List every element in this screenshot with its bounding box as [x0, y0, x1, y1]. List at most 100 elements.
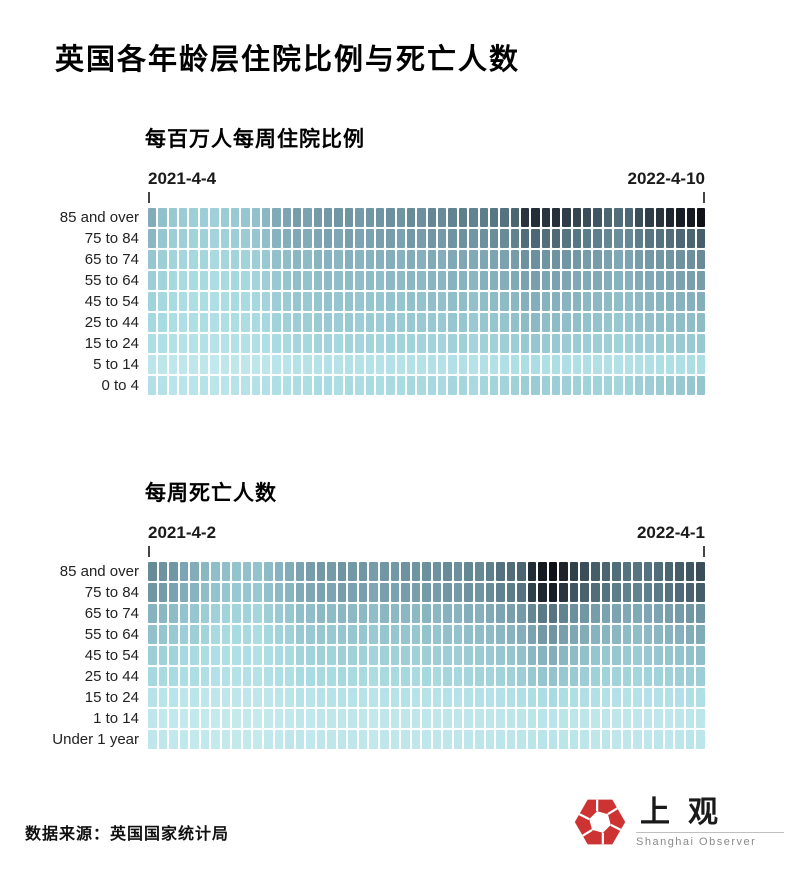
heatmap-cell	[369, 646, 379, 665]
heatmap-cell	[295, 604, 305, 623]
heatmap-cell	[614, 229, 623, 248]
heatmap-cell	[686, 229, 696, 248]
heatmap-cell	[369, 709, 379, 728]
heatmap-cell	[559, 730, 568, 749]
heatmap-cell	[622, 688, 632, 707]
heatmap-cell	[432, 604, 442, 623]
heatmap-cell	[580, 646, 589, 665]
heatmap-cell	[158, 646, 168, 665]
heatmap-cell	[614, 271, 623, 290]
heatmap-cell	[365, 250, 374, 269]
heatmap-cell	[355, 292, 364, 311]
heatmap-cell	[453, 688, 463, 707]
heatmap-cell	[432, 730, 442, 749]
heatmap-cell	[232, 625, 241, 644]
heatmap-cell	[520, 208, 530, 227]
heatmap-cell	[313, 250, 323, 269]
heatmap-cell	[458, 250, 468, 269]
heatmap-row-cells	[148, 376, 706, 395]
heatmap-cell	[541, 376, 551, 395]
heatmap-cell	[390, 604, 400, 623]
heatmap-cell	[562, 355, 571, 374]
heatmap-cell	[158, 604, 168, 623]
heatmap-cell	[355, 334, 364, 353]
heatmap-cell	[189, 376, 198, 395]
age-group-label: 65 to 74	[84, 605, 139, 622]
heatmap-cell	[685, 730, 695, 749]
aperture-logo-icon	[574, 799, 626, 845]
heatmap-cell	[527, 625, 537, 644]
heatmap-cell	[272, 292, 281, 311]
heatmap-cell	[386, 229, 395, 248]
heatmap-cell	[531, 208, 540, 227]
heatmap-cell	[232, 562, 241, 581]
heatmap-cell	[242, 688, 252, 707]
publisher-logo: 上观 Shanghai Observer	[572, 794, 784, 850]
heatmap-cell	[527, 730, 537, 749]
heatmap-cell	[355, 355, 364, 374]
heatmap-cell	[590, 730, 600, 749]
heatmap-cell	[443, 667, 452, 686]
heatmap-cell	[390, 688, 400, 707]
heatmap-row-cells	[148, 355, 706, 374]
heatmap-cell	[603, 355, 613, 374]
heatmap-row: 65 to 74	[0, 604, 800, 623]
heatmap-cell	[469, 292, 478, 311]
heatmap-cell	[313, 292, 323, 311]
heatmap-cell	[527, 646, 537, 665]
heatmap-cell	[622, 646, 632, 665]
heatmap-cell	[211, 583, 220, 602]
heatmap-cell	[253, 688, 263, 707]
heatmap-cell	[664, 604, 674, 623]
heatmap-cell	[572, 271, 582, 290]
heatmap-cell	[158, 583, 168, 602]
heatmap-cell	[464, 730, 473, 749]
heatmap-cell	[348, 688, 357, 707]
heatmap-cell	[603, 313, 613, 332]
heatmap-cell	[624, 334, 633, 353]
heatmap-cell	[168, 376, 178, 395]
age-group-label: 45 to 54	[84, 293, 139, 310]
heatmap-cell	[348, 562, 357, 581]
heatmap-cell	[285, 583, 294, 602]
heatmap-cell	[559, 646, 568, 665]
heatmap-cell	[485, 667, 495, 686]
heatmap-cell	[355, 208, 364, 227]
heatmap-cell	[220, 313, 229, 332]
heatmap-cell	[548, 604, 558, 623]
heatmap-cell	[572, 376, 582, 395]
heatmap-cell	[306, 625, 315, 644]
heatmap-cell	[580, 709, 589, 728]
heatmap-cell	[232, 709, 241, 728]
heatmap-cell	[469, 229, 478, 248]
heatmap-cell	[685, 667, 695, 686]
heatmap-cell	[306, 562, 315, 581]
heatmap-cell	[500, 313, 509, 332]
heatmap-cell	[337, 667, 347, 686]
heatmap-cell	[168, 355, 178, 374]
age-group-label: 55 to 64	[84, 272, 139, 289]
heatmap-cell	[422, 688, 431, 707]
heatmap-cell	[614, 208, 623, 227]
heatmap-cell	[417, 250, 426, 269]
heatmap-cell	[355, 313, 364, 332]
heatmap-cell	[506, 562, 516, 581]
heatmap-cell	[303, 250, 312, 269]
heatmap-cell	[272, 313, 281, 332]
heatmap-cell	[285, 667, 294, 686]
heatmap-cell	[645, 292, 654, 311]
heatmap-cell	[686, 355, 696, 374]
heatmap-cell	[293, 229, 302, 248]
heatmap-cell	[559, 562, 568, 581]
heatmap-row: 55 to 64	[0, 271, 800, 290]
heatmap-cell	[327, 583, 336, 602]
heatmap-cell	[221, 583, 231, 602]
heatmap-cell	[655, 355, 664, 374]
heatmap-cell	[593, 271, 602, 290]
heatmap-cell	[559, 583, 568, 602]
heatmap-cell	[548, 667, 558, 686]
heatmap-cell	[200, 604, 210, 623]
heatmap-cell	[601, 688, 611, 707]
heatmap-cell	[324, 376, 333, 395]
heatmap-cell	[241, 271, 250, 290]
